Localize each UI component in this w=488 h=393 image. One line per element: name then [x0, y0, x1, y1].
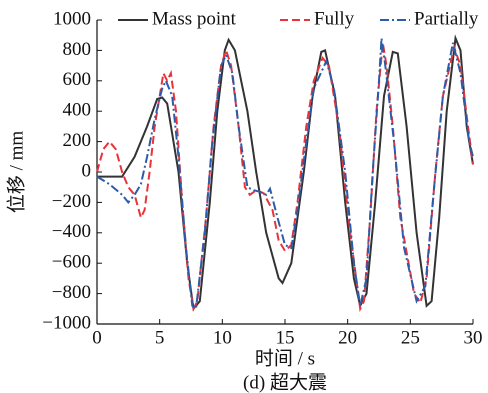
- legend-bg: [116, 10, 276, 30]
- y-tick-label: −800: [52, 282, 91, 303]
- y-axis-label: 位移 / mm: [5, 131, 27, 214]
- x-axis-label: 时间 / s: [255, 347, 315, 369]
- x-tick-label: 20: [338, 327, 357, 348]
- legend-label: Partially: [414, 8, 479, 29]
- series-line: [96, 42, 474, 313]
- series-line: [96, 38, 474, 311]
- y-tick-label: −400: [52, 221, 91, 242]
- x-tick-label: 15: [276, 327, 295, 348]
- y-tick-label: 0: [82, 160, 92, 181]
- legend-bg: [278, 10, 374, 30]
- y-tick-label: −200: [52, 191, 91, 212]
- y-tick-label: −600: [52, 252, 91, 273]
- y-tick-label: 1000: [53, 8, 91, 29]
- legend-bg: [378, 10, 474, 30]
- y-tick-label: −1000: [42, 312, 91, 333]
- y-tick-label: 200: [63, 130, 92, 151]
- y-tick-label: 800: [63, 39, 92, 60]
- x-tick-label: 0: [92, 327, 102, 348]
- caption: (d) 超大震: [243, 371, 327, 393]
- y-tick-label: 600: [63, 69, 92, 90]
- y-tick-label: 400: [63, 100, 92, 121]
- series-line: [97, 34, 474, 312]
- legend-label: Fully: [314, 8, 355, 29]
- x-tick-label: 25: [401, 327, 420, 348]
- x-tick-label: 30: [464, 327, 483, 348]
- legend-label: Mass point: [152, 8, 237, 29]
- x-tick-label: 5: [155, 327, 165, 348]
- x-tick-label: 10: [213, 327, 232, 348]
